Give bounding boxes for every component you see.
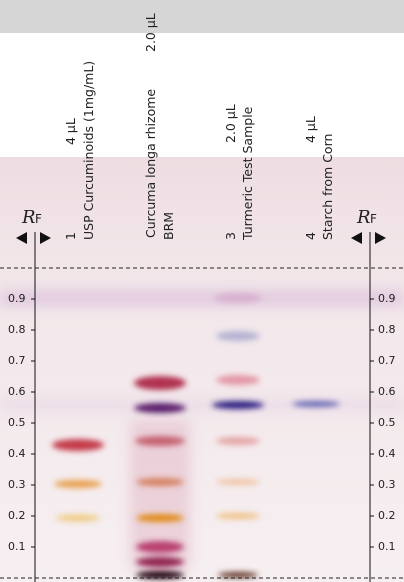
band xyxy=(216,513,260,519)
band xyxy=(136,571,184,579)
rf-tick-label: 0.8 xyxy=(8,323,26,336)
rf-tick-label: 0.6 xyxy=(8,385,26,398)
arrow-left xyxy=(16,232,27,244)
rf-subscript: F xyxy=(35,212,42,226)
band xyxy=(136,514,184,522)
band xyxy=(292,401,340,407)
top-bar xyxy=(0,0,404,33)
lane-number: 4 xyxy=(303,232,318,240)
lane-volume: 4 µL xyxy=(63,118,78,145)
rf-tick-label: 0.7 xyxy=(378,354,396,367)
arrow-right xyxy=(40,232,51,244)
band xyxy=(0,398,404,412)
lane-sample: Turmeric Test Sample xyxy=(240,106,255,241)
rf-tick-label: 0.8 xyxy=(378,323,396,336)
band xyxy=(216,331,260,341)
rf-subscript: F xyxy=(370,212,377,226)
rf-symbol: R xyxy=(21,207,36,228)
band xyxy=(0,290,404,306)
band xyxy=(134,376,186,390)
plate xyxy=(0,157,404,582)
rf-tick-label: 0.9 xyxy=(378,292,396,305)
lane-sample: Curcuma longa rhizome xyxy=(143,89,158,238)
arrow-right xyxy=(375,232,386,244)
rf-tick-label: 0.5 xyxy=(8,416,26,429)
band xyxy=(216,437,260,445)
label-area xyxy=(0,33,404,157)
band xyxy=(218,572,258,578)
band xyxy=(134,403,186,413)
rf-tick-label: 0.7 xyxy=(8,354,26,367)
rf-tick-label: 0.3 xyxy=(378,478,396,491)
band xyxy=(214,293,262,303)
lane-volume: 2.0 µL xyxy=(143,13,158,52)
arrow-left xyxy=(351,232,362,244)
rf-tick-label: 0.2 xyxy=(8,509,26,522)
lane-number: 3 xyxy=(223,232,238,240)
band xyxy=(216,479,260,485)
rf-tick-label: 0.4 xyxy=(378,447,396,460)
rf-tick-label: 0.1 xyxy=(378,540,396,553)
lane-volume: 4 µL xyxy=(303,116,318,143)
rf-tick-label: 0.1 xyxy=(8,540,26,553)
lane-number: 1 xyxy=(63,232,78,240)
rf-tick-label: 0.2 xyxy=(378,509,396,522)
rf-tick-label: 0.3 xyxy=(8,478,26,491)
band xyxy=(135,436,185,446)
rf-tick-label: 0.6 xyxy=(378,385,396,398)
rf-tick-label: 0.9 xyxy=(8,292,26,305)
band xyxy=(136,557,184,567)
band xyxy=(216,375,260,385)
lane-sample: USP Curcuminoids (1mg/mL) xyxy=(81,61,96,240)
lane-sample-line2: BRM xyxy=(161,212,176,240)
band xyxy=(56,514,100,522)
rf-symbol: R xyxy=(356,207,371,228)
band xyxy=(52,439,104,451)
band xyxy=(212,401,264,409)
band xyxy=(136,541,184,553)
lane-sample: Starch from Corn xyxy=(320,134,335,240)
rf-tick-label: 0.5 xyxy=(378,416,396,429)
lane-volume: 2.0 µL xyxy=(223,104,238,143)
rf-tick-label: 0.4 xyxy=(8,447,26,460)
band xyxy=(54,480,102,488)
band xyxy=(136,478,184,486)
bands xyxy=(52,293,340,579)
